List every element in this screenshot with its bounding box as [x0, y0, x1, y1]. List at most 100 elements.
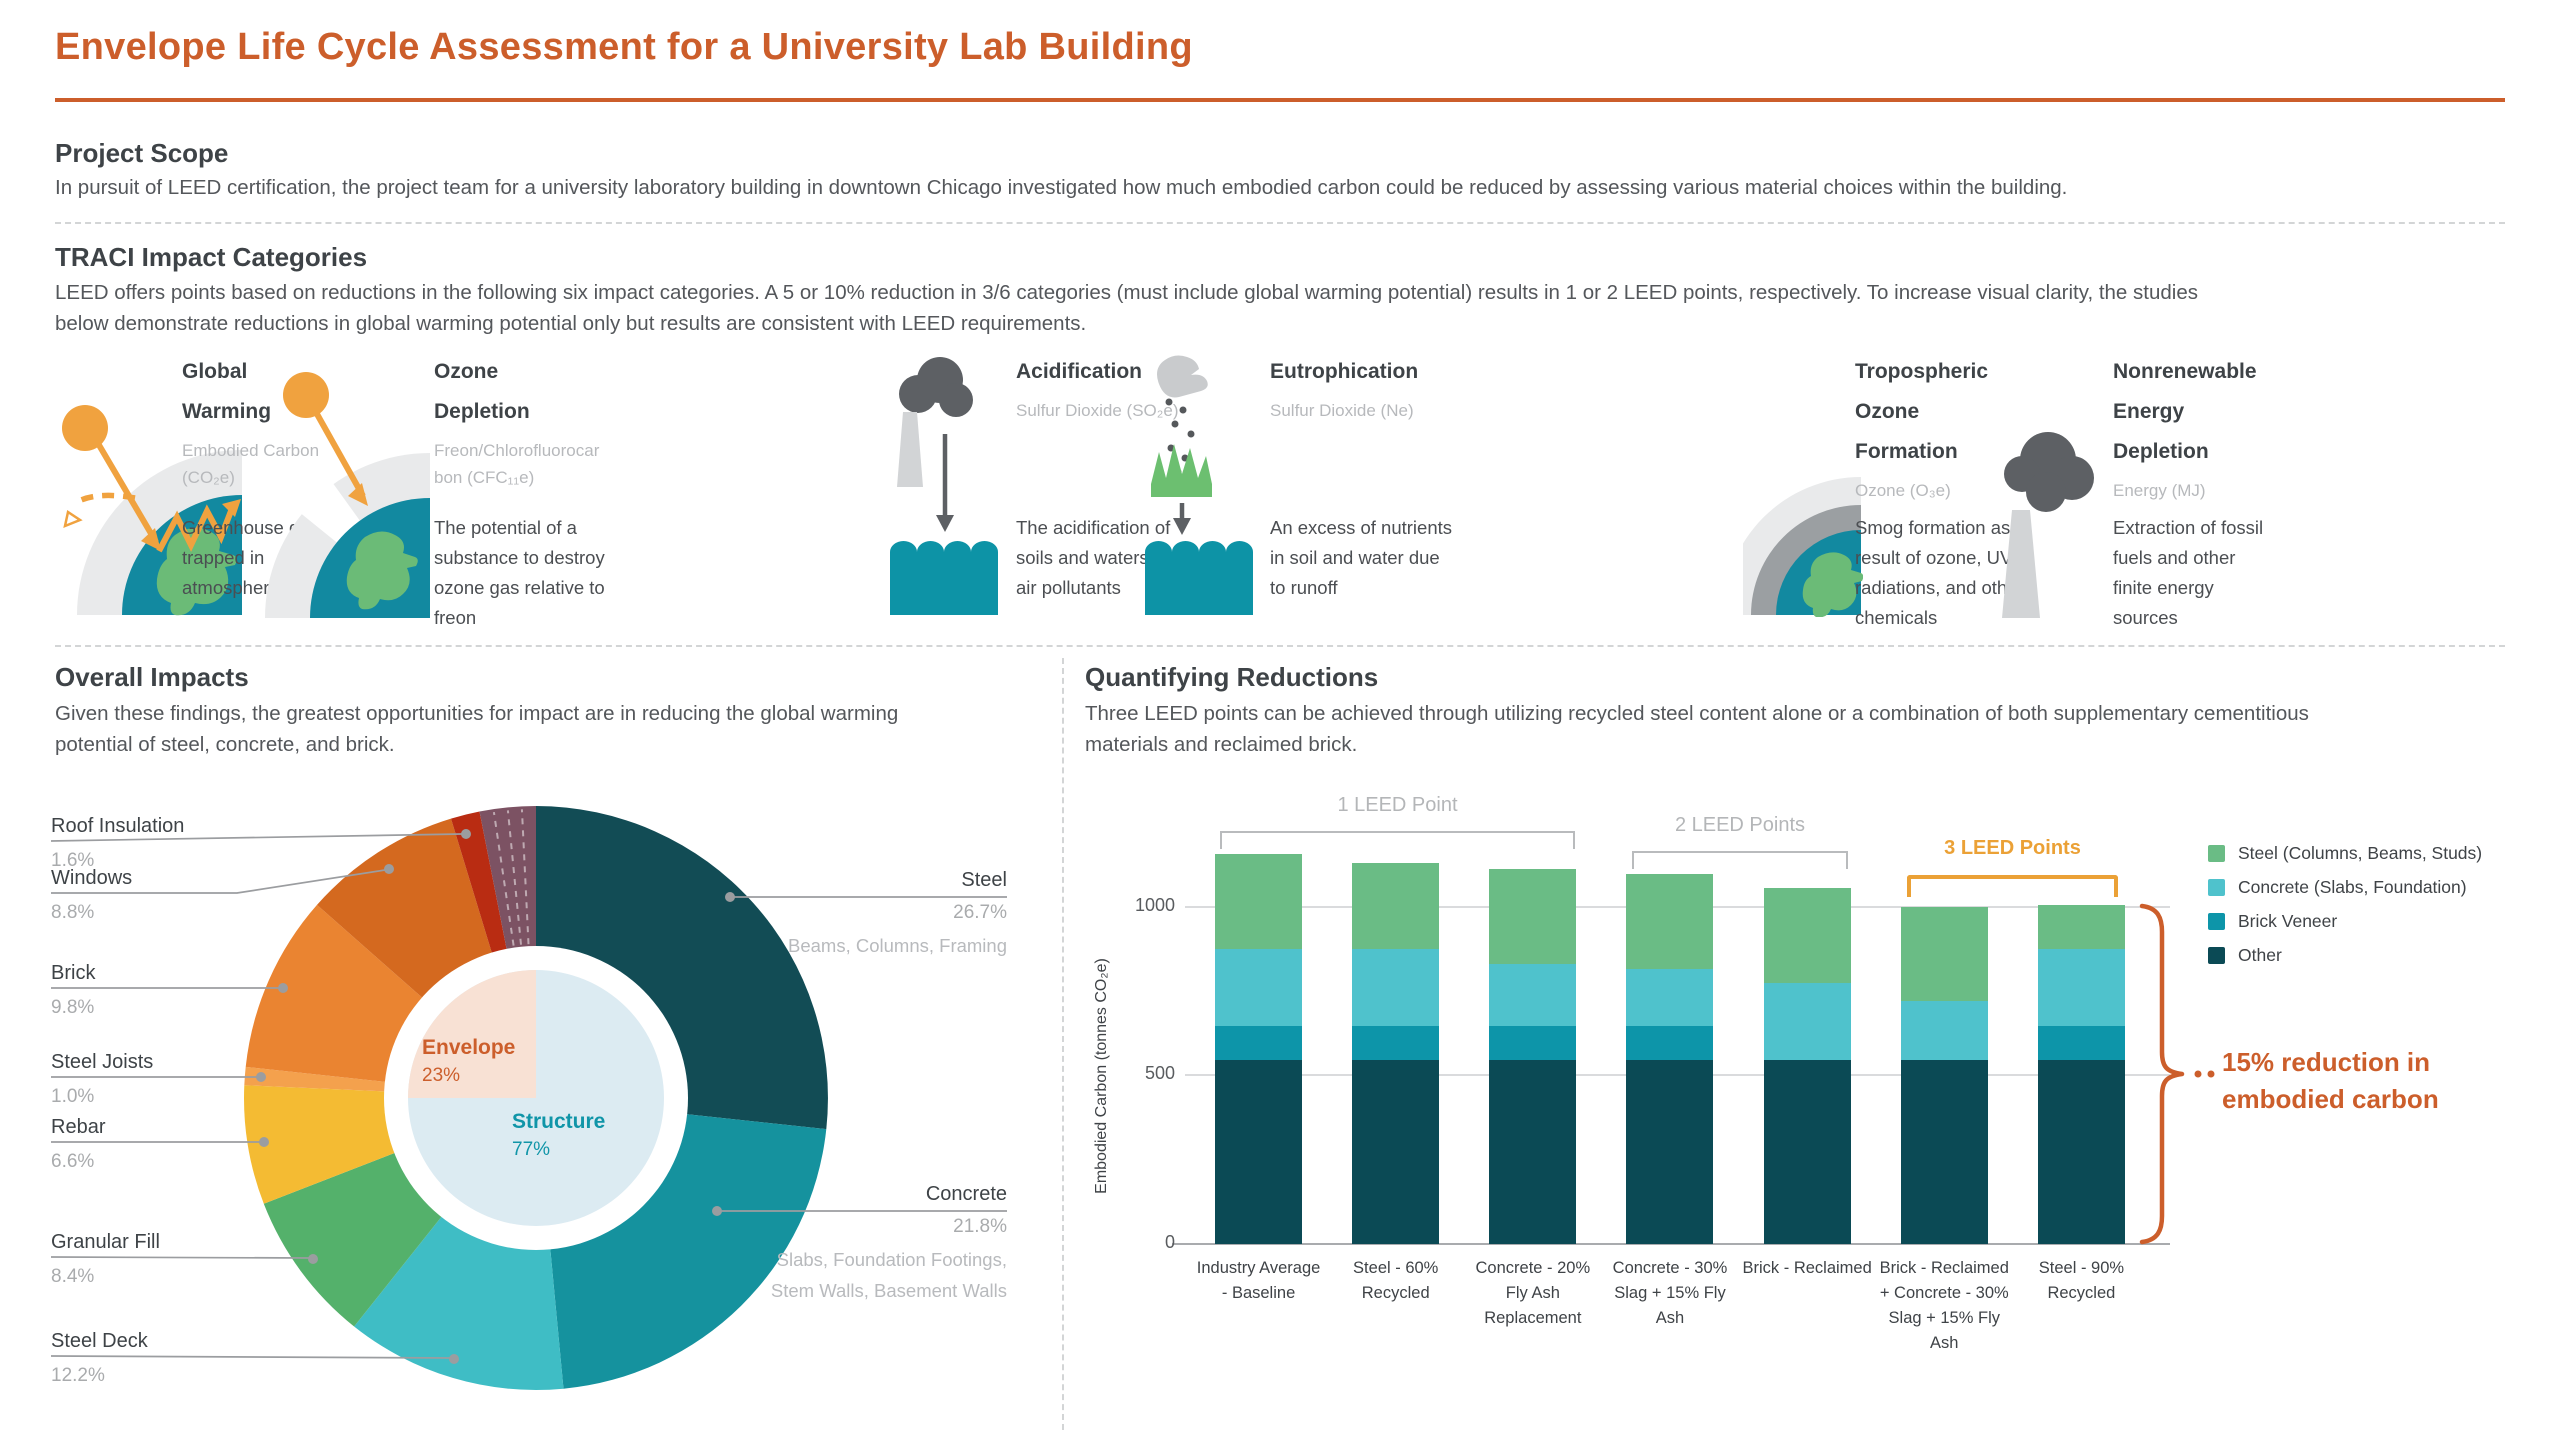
bar-segment-concrete [1215, 948, 1303, 1027]
bar-chart-bars [1190, 839, 2150, 1244]
slice-sublabel: Beams, Columns, Framing [788, 935, 1007, 956]
slice-pct: 1.0% [51, 1086, 95, 1107]
legend-item-concrete-slabs-foundation: Concrete (Slabs, Foundation) [2208, 877, 2482, 898]
category-tropospheric-ozone: Tropospheric Ozone Formation Ozone (O₃e)… [1855, 352, 2035, 628]
donut-label-granular-fill: Granular Fill 8.4% [51, 1228, 281, 1290]
slice-label: Steel Deck [51, 1330, 148, 1352]
project-scope-heading: Project Scope [55, 138, 229, 168]
vertical-divider [1062, 658, 1064, 1430]
bar-segment-brick-veneer [2037, 1026, 2125, 1061]
category-acidification: Acidification Sulfur Dioxide (SO₂e) The … [1016, 352, 1251, 598]
category-description: An excess of nutrients in soil and water… [1270, 517, 1453, 598]
land-mass [1802, 552, 1863, 617]
leed-group-3-bracket [1907, 875, 2118, 897]
category-description: Smog formation as a result of ozone, UV … [1855, 517, 2026, 628]
bar-brick-reclaimed [1739, 839, 1876, 1244]
bar-segment-brick-veneer [1352, 1026, 1440, 1061]
category-title: Acidification [1016, 360, 1143, 383]
x-axis-line [1172, 1243, 2170, 1245]
leed-group-1-label: 1 LEED Point [1337, 794, 1458, 816]
reduction-note: 15% reduction in embodied carbon [2222, 1047, 2439, 1114]
bar-segment-steel [1763, 888, 1851, 983]
bar-segment-other [1900, 1060, 1988, 1244]
bar-segment-brick-veneer [1626, 1026, 1714, 1061]
water [1145, 541, 1253, 615]
category-title: Eutrophication [1270, 360, 1419, 383]
bar-segment-brick-veneer [1215, 1026, 1303, 1061]
page-title: Envelope Life Cycle Assessment for a Uni… [55, 26, 1193, 68]
bar-segment-concrete [2037, 948, 2125, 1027]
bar-chart-legend: Steel (Columns, Beams, Studs) Concrete (S… [2208, 843, 2482, 979]
leed-group-3-label: 3 LEED Points [1944, 837, 2081, 859]
bar-segment-steel [1215, 854, 1303, 949]
bar-chart-x-labels: Industry Average - Baseline Steel - 60% R… [1190, 1256, 2150, 1356]
category-description: Extraction of fossil fuels and other fin… [2113, 517, 2264, 628]
structure-inner-label: Structure 77% [512, 1108, 605, 1163]
grass [1151, 444, 1212, 497]
donut-label-steel-deck: Steel Deck 12.2% [51, 1327, 281, 1389]
bar-x-label: Steel - 90% Recycled [2038, 1259, 2125, 1302]
slice-pct: 8.8% [51, 902, 95, 923]
category-title: Ozone Depletion [434, 360, 530, 423]
category-subtitle: Freon/Chlorofluorocar bon (CFC₁₁e) [434, 441, 600, 487]
bar-segment-steel [2037, 904, 2125, 949]
bar-segment-concrete [1352, 948, 1440, 1027]
category-subtitle: Energy (MJ) [2113, 481, 2206, 500]
slice-label: Windows [51, 867, 133, 889]
leed-group-2-label: 2 LEED Points [1674, 814, 1806, 836]
tropospheric-ozone-icon [1743, 477, 1863, 617]
slice-label: Steel Joists [51, 1051, 154, 1073]
structure-pct: 77% [512, 1139, 551, 1160]
bar-x-label: Industry Average - Baseline [1196, 1259, 1321, 1302]
legend-swatch [2208, 913, 2225, 930]
bar-segment-steel [1489, 869, 1577, 964]
slice-divider [506, 810, 522, 945]
sun [283, 372, 329, 418]
slice-label: Concrete [925, 1183, 1007, 1205]
slice-divider [492, 811, 515, 946]
reflected-heat-zigzag [156, 504, 234, 553]
legend-item-brick-veneer: Brick Veneer [2208, 911, 2482, 932]
slice-pct: 1.6% [51, 850, 95, 871]
acidification-icon [890, 357, 998, 615]
title-rule [55, 98, 2505, 102]
envelope-title: Envelope [422, 1036, 516, 1059]
category-global-warming: Global Warming Embodied Carbon (CO₂e) Gr… [182, 352, 412, 598]
bar-steel-60-recycled [1327, 839, 1464, 1244]
quantifying-heading: Quantifying Reductions [1085, 662, 1379, 692]
bar-segment-other [1215, 1060, 1303, 1244]
nutrient-dots [1165, 398, 1173, 406]
bar-segment-other [1763, 1060, 1851, 1244]
legend-label: Steel (Columns, Beams, Studs) [2238, 843, 2483, 863]
envelope-inner-label: Envelope 23% [422, 1034, 515, 1089]
bar-segment-other [1489, 1060, 1577, 1244]
land-mass [346, 531, 418, 610]
slice-label: Roof Insulation [51, 815, 185, 837]
smokestack [2002, 510, 2040, 618]
water [890, 541, 998, 615]
donut-label-windows: Windows 8.8% [51, 864, 281, 926]
legend-swatch [2208, 947, 2225, 964]
bar-segment-other [1352, 1060, 1440, 1244]
legend-label: Other [2238, 945, 2282, 965]
slice-pct: 6.6% [51, 1151, 95, 1172]
bar-segment-other [1626, 1060, 1714, 1244]
category-description: Greenhouse gas trapped in atmosphere [182, 517, 319, 598]
donut-label-concrete: Concrete 21.8% Slabs, Foundation Footing… [745, 1180, 1007, 1306]
envelope-inner-wedge [408, 970, 536, 1098]
bar-segment-steel [1352, 862, 1440, 949]
eutrophication-icon [1145, 355, 1253, 615]
slice-sublabel: Slabs, Foundation Footings, Stem Walls, … [770, 1249, 1007, 1301]
category-title: Nonrenewable Energy Depletion [2113, 360, 2257, 463]
donut-label-steel-joists: Steel Joists 1.0% [51, 1048, 281, 1110]
donut-label-brick: Brick 9.8% [51, 959, 281, 1021]
bar-brick-reclaimed-concrete-30-slag-15-fly-ash [1876, 839, 2013, 1244]
legend-swatch [2208, 845, 2225, 862]
category-description: The acidification of soils and waters vi… [1016, 517, 1178, 598]
donut-label-roof-insulation: Roof Insulation 1.6% [51, 812, 281, 874]
category-ozone-depletion: Ozone Depletion Freon/Chlorofluorocar bo… [434, 352, 664, 628]
sun [62, 405, 108, 451]
envelope-pct: 23% [422, 1065, 461, 1086]
land-mass [156, 527, 237, 616]
slice-pct: 21.8% [953, 1216, 1007, 1237]
